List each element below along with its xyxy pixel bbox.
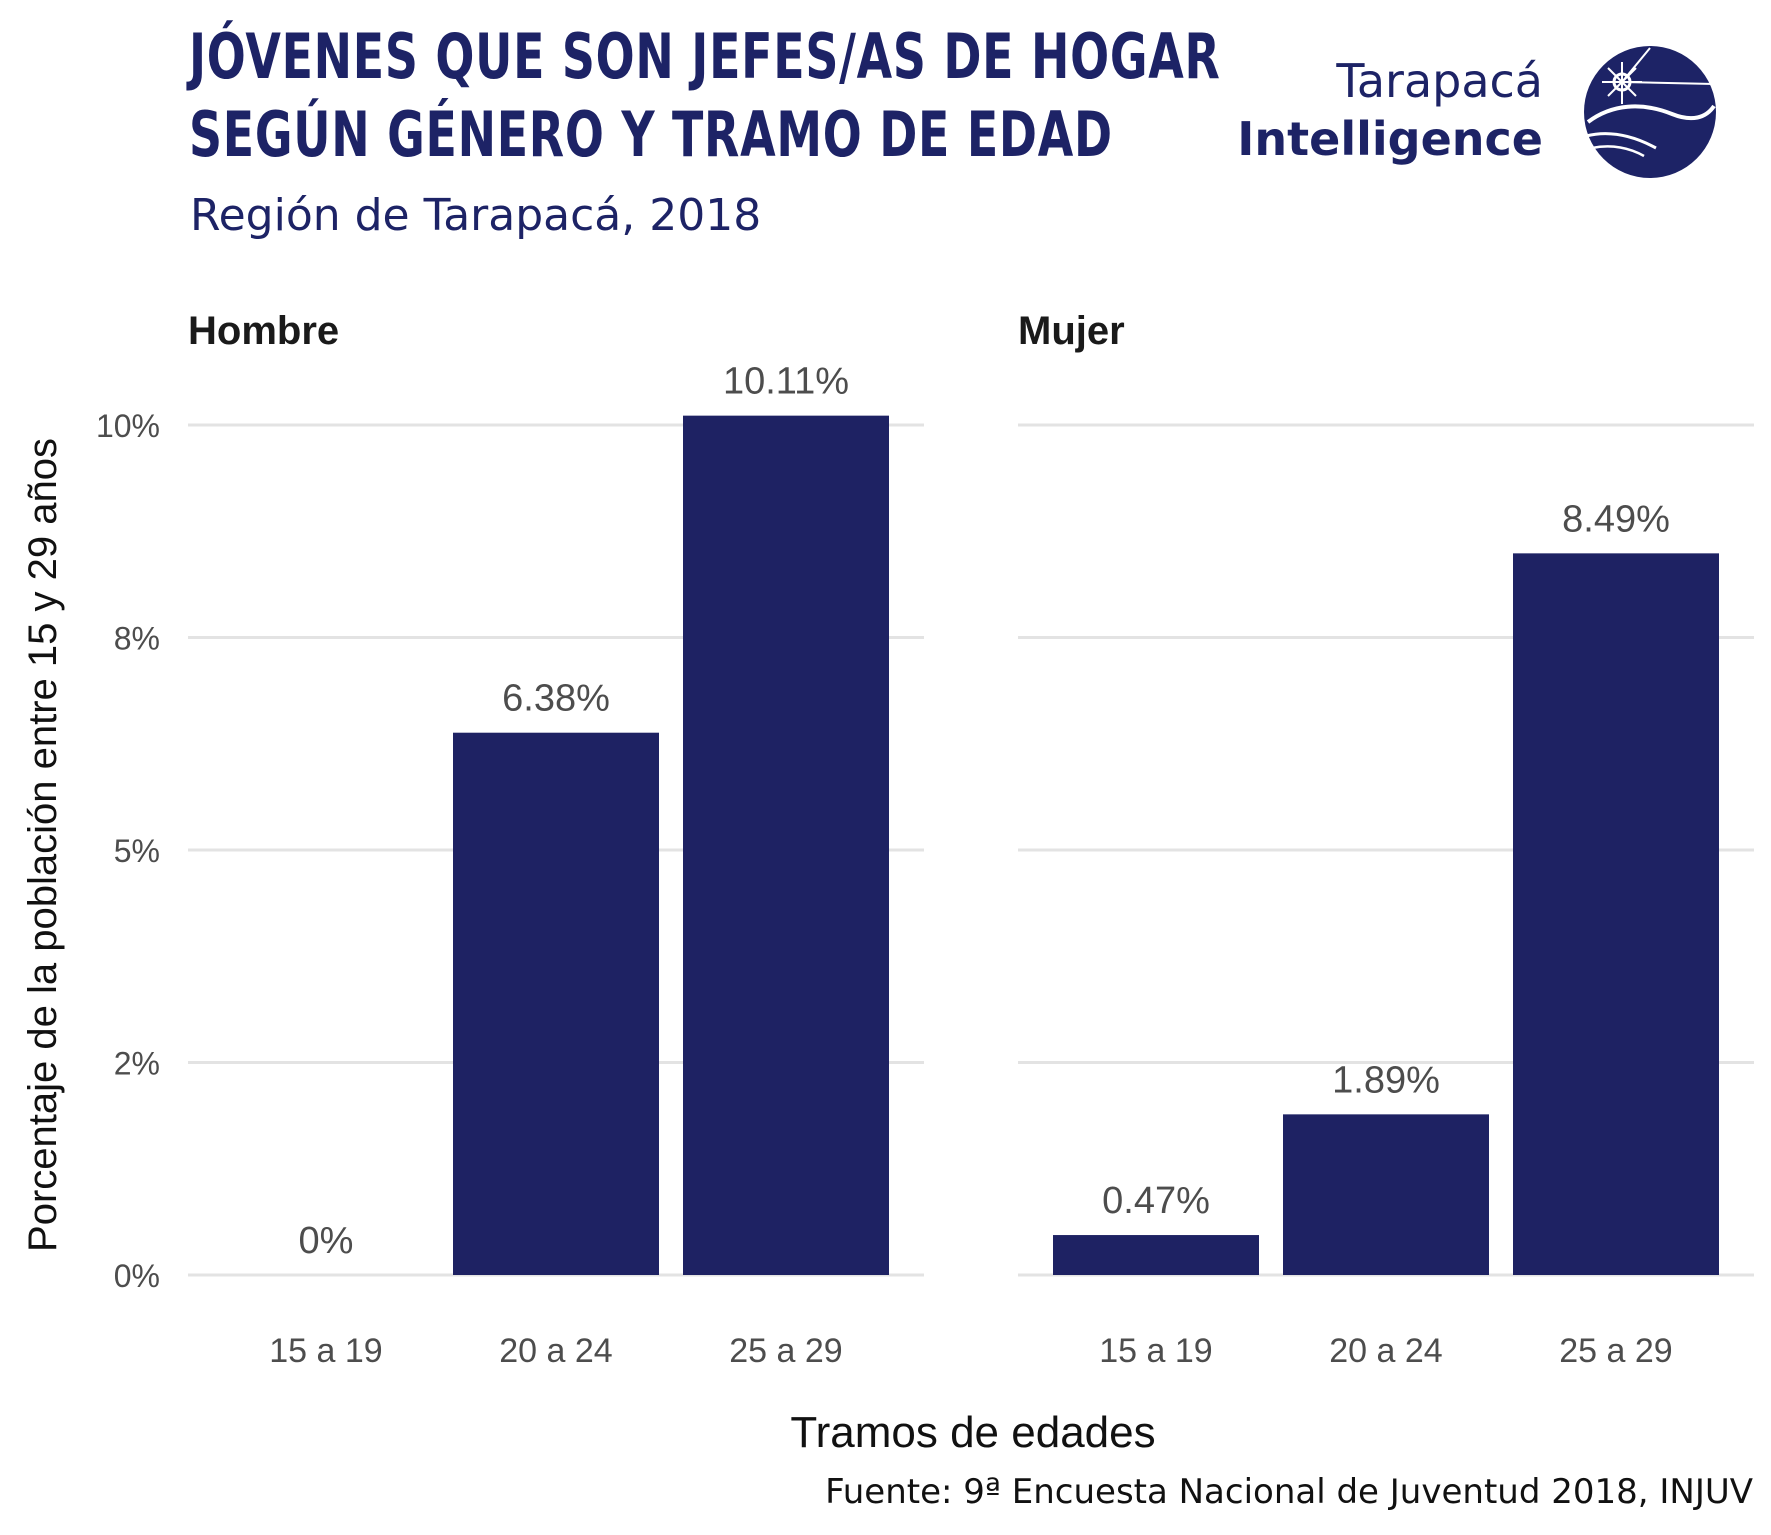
x-tick-label: 20 a 24: [1329, 1332, 1442, 1370]
x-tick-label: 20 a 24: [499, 1332, 612, 1370]
bar: [1053, 1235, 1259, 1275]
y-tick-label: 5%: [114, 833, 160, 869]
logo-line-1: Tarapacá: [1336, 54, 1543, 108]
bar: [1283, 1114, 1489, 1275]
bar: [453, 732, 659, 1275]
facet-label: Hombre: [188, 309, 339, 353]
bar: [683, 415, 889, 1275]
facet-label: Mujer: [1018, 309, 1125, 353]
bar: [1513, 553, 1719, 1275]
data-label: 6.38%: [502, 678, 610, 720]
y-tick-label: 2%: [114, 1046, 160, 1082]
y-tick-label: 0%: [114, 1258, 160, 1294]
logo-line-2: Intelligence: [1237, 112, 1543, 166]
y-tick-label: 8%: [114, 621, 160, 657]
data-label: 0.47%: [1102, 1180, 1210, 1222]
x-tick-label: 25 a 29: [1559, 1332, 1672, 1370]
data-label: 10.11%: [723, 361, 849, 403]
data-label: 1.89%: [1332, 1059, 1440, 1101]
y-tick-label: 10%: [96, 408, 160, 444]
data-label: 8.49%: [1562, 498, 1670, 540]
source-note: Fuente: 9ª Encuesta Nacional de Juventud…: [825, 1472, 1753, 1512]
x-tick-label: 25 a 29: [729, 1332, 842, 1370]
logo-wordmark: Tarapacá Intelligence: [1237, 52, 1543, 168]
y-axis-label: Porcentaje de la población entre 15 y 29…: [21, 438, 65, 1252]
data-label: 0%: [299, 1220, 354, 1262]
x-tick-label: 15 a 19: [269, 1332, 382, 1370]
x-tick-label: 15 a 19: [1099, 1332, 1212, 1370]
chart-subtitle: Región de Tarapacá, 2018: [190, 190, 762, 241]
globe-compass-icon: [1584, 46, 1716, 178]
x-axis-label: Tramos de edades: [790, 1408, 1155, 1457]
